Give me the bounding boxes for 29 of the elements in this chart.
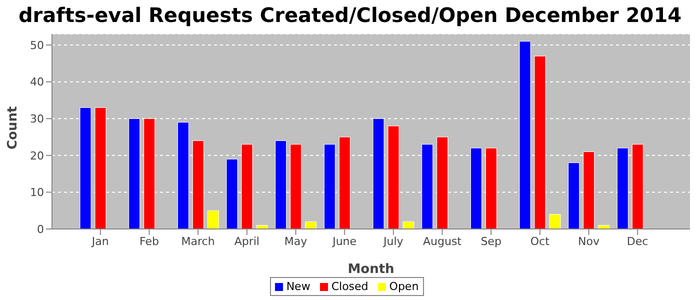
legend-label: New xyxy=(285,280,310,293)
x-tick-label: August xyxy=(423,234,462,248)
y-tick-label: 30 xyxy=(30,112,44,126)
x-tick-label: April xyxy=(234,234,260,248)
legend-label: Open xyxy=(388,280,419,293)
y-tick-label: 40 xyxy=(30,76,44,89)
x-tick-label: Dec xyxy=(626,234,648,248)
x-tick-label: Oct xyxy=(530,234,550,248)
x-tick-label: March xyxy=(181,234,215,248)
x-tick-label: Nov xyxy=(578,234,600,248)
y-axis-title: Count xyxy=(6,106,21,150)
legend-label: Closed xyxy=(330,280,368,293)
x-tick-label: May xyxy=(284,234,308,248)
x-axis-title: Month xyxy=(348,262,394,277)
chart-title: drafts-eval Requests Created/Closed/Open December 2014 xyxy=(17,3,683,27)
x-tick-label: Jan xyxy=(90,234,109,248)
y-tick-label: 20 xyxy=(30,149,44,162)
bar xyxy=(402,221,414,229)
x-tick-label: Feb xyxy=(140,234,159,248)
y-tick-label: 50 xyxy=(30,38,44,52)
bar xyxy=(256,225,268,229)
bar xyxy=(207,210,219,229)
x-tick-label: July xyxy=(382,234,404,248)
y-tick-label: 10 xyxy=(30,186,44,200)
x-tick-label: June xyxy=(332,234,357,248)
bar xyxy=(549,214,561,229)
bar xyxy=(305,221,317,229)
y-tick-label: 0 xyxy=(37,222,44,236)
x-tick-label: Sep xyxy=(480,234,502,248)
